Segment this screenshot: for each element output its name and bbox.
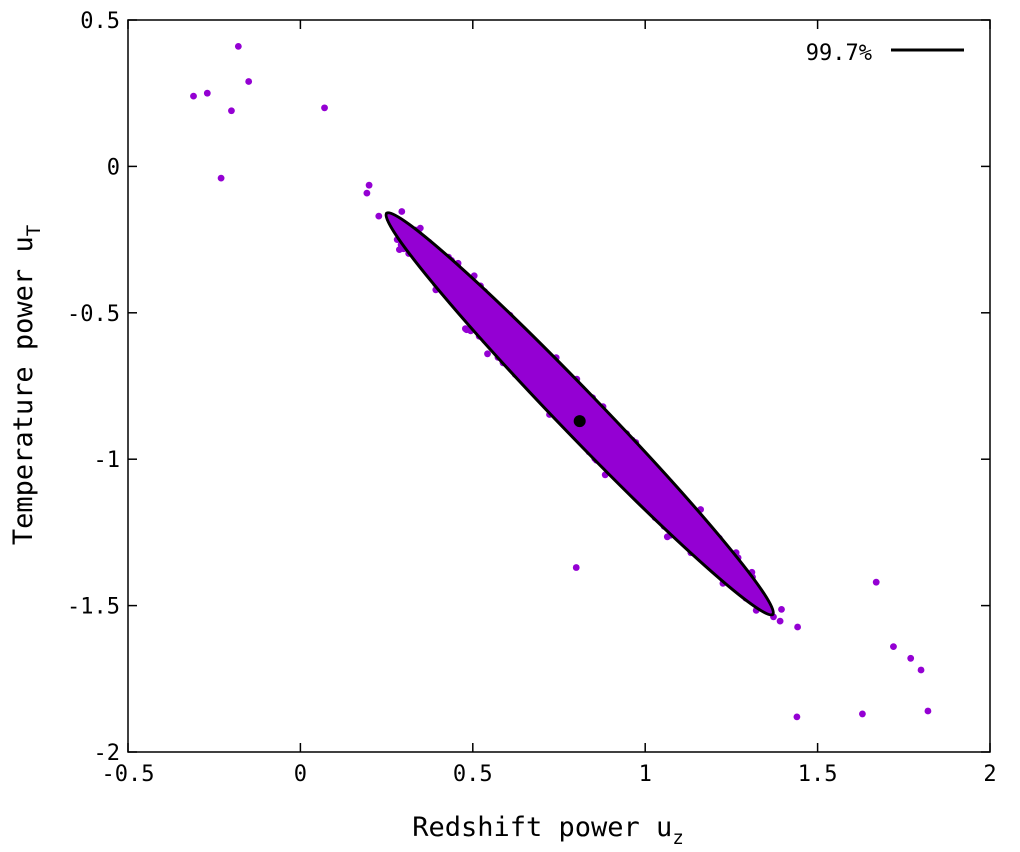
legend: 99.7% <box>806 41 964 66</box>
y-tick-label: -1.5 <box>67 595 120 620</box>
scatter-point <box>907 654 915 662</box>
x-axis-label: Redshift power uz <box>412 812 684 849</box>
scatter-point <box>793 713 801 721</box>
scatter-point <box>190 92 197 100</box>
y-axis-label-main: Temperature power u <box>8 236 39 545</box>
scatter-point <box>217 174 225 182</box>
y-tick-label: -0.5 <box>67 302 120 327</box>
y-tick-label: -1 <box>94 448 121 473</box>
best-fit-center-point <box>573 415 586 428</box>
scatter-point <box>859 710 866 718</box>
scatter-point <box>234 42 242 50</box>
x-axis-label-subscript: z <box>672 827 683 849</box>
scatter-point <box>776 617 784 625</box>
scatter-point <box>203 89 211 97</box>
axis-ticks: -0.5 0 0.5 1 1.5 2 -2 -1.5 -1 -0.5 0 0.5 <box>67 9 997 787</box>
scatter-point <box>794 623 801 631</box>
scatter-point <box>245 78 253 85</box>
scatter-point <box>572 564 580 571</box>
x-tick-label: -0.5 <box>102 762 155 787</box>
scatter-point <box>778 606 785 613</box>
y-tick-label: 0 <box>107 155 120 180</box>
scatter-point <box>321 104 328 112</box>
y-axis-label-subscript: T <box>23 225 45 236</box>
scatter-point <box>365 181 373 189</box>
x-tick-label: 0.5 <box>453 762 493 787</box>
scatter-point <box>484 350 491 358</box>
y-tick-label: 0.5 <box>80 9 120 34</box>
x-tick-label: 1.5 <box>798 762 838 787</box>
scatter-point <box>663 533 671 541</box>
scatter-point <box>375 212 383 220</box>
scatter-point <box>363 189 371 197</box>
scatter-point <box>917 666 925 674</box>
x-tick-label: 0 <box>294 762 307 787</box>
legend-label: 99.7% <box>806 41 872 66</box>
y-axis-label: Temperature power uT <box>8 225 45 545</box>
confidence-ellipse-outline <box>384 211 775 617</box>
x-axis-label-main: Redshift power u <box>412 812 672 843</box>
scatter-point <box>924 707 932 715</box>
scatter-point <box>228 107 235 115</box>
scatter-point <box>890 643 897 650</box>
x-tick-label: 2 <box>983 762 996 787</box>
x-tick-label: 1 <box>639 762 652 787</box>
y-tick-label: -2 <box>94 741 121 766</box>
scatter-point <box>398 208 406 215</box>
scatter-point <box>872 578 880 586</box>
confidence-ellipse-fill <box>385 212 774 615</box>
plot-area-frame <box>127 19 991 753</box>
